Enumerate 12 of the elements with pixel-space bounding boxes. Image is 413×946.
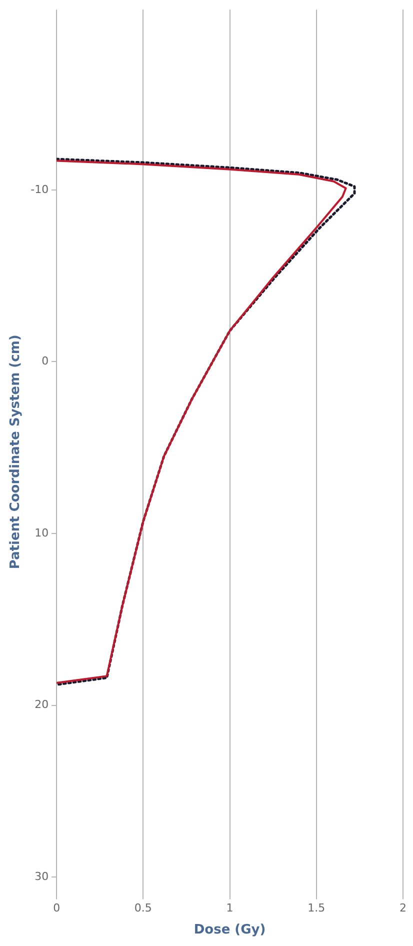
y-tick-label: -10 [30,182,49,196]
x-tick-label: 2 [400,902,406,915]
y-tick-label: 20 [34,698,49,712]
x-tick-label: 1.5 [308,902,326,915]
y-tick-label: 10 [34,526,49,540]
x-tick-label: 1 [226,902,234,915]
x-tick-label: 0 [53,902,60,915]
y-tick-label: 0 [42,354,49,368]
x-tick-label: 0.5 [134,902,152,915]
y-tick-label: 30 [34,870,49,883]
y-axis-title: Patient Coordinate System (cm) [8,334,24,570]
x-axis-title: Dose (Gy) [194,922,266,938]
